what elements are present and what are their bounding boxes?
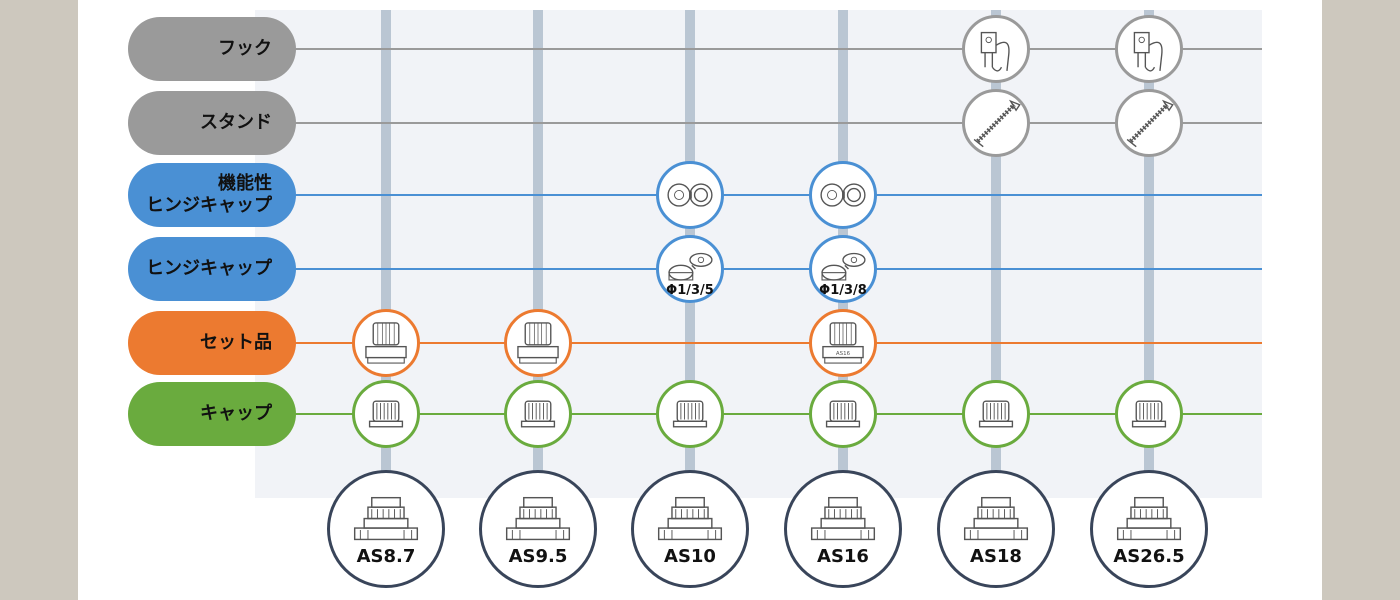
size-node-as16: AS16 [784,470,902,588]
cap-icon-as18 [962,380,1030,448]
row-line-hinge [255,268,1262,270]
functional-hinge-cap-icon-as16 [809,161,877,229]
row-label-text: ヒンジキャップ [146,258,272,279]
row-label-text: セット品 [200,332,272,353]
column-bar-as26_5 [1144,10,1154,490]
row-label-text: フック [218,38,272,59]
row-line-set [255,342,1262,344]
size-label: AS8.7 [356,546,416,567]
row-label-cap: キャップ [128,382,296,446]
functional-hinge-cap-icon-as10 [656,161,724,229]
row-label-func_hinge: 機能性 ヒンジキャップ [128,163,296,227]
row-line-func_hinge [255,194,1262,196]
right-side-panel [1322,0,1400,600]
size-node-as18: AS18 [937,470,1055,588]
cap-icon-as16 [809,380,877,448]
row-line-hook [255,48,1262,50]
row-label-hinge: ヒンジキャップ [128,237,296,301]
row-line-stand [255,122,1262,124]
row-label-hook: フック [128,17,296,81]
hook-icon-as18 [962,15,1030,83]
cap-icon-as10 [656,380,724,448]
size-node-as26_5: AS26.5 [1090,470,1208,588]
cap-icon-as8_7 [352,380,420,448]
row-label-set: セット品 [128,311,296,375]
hinge-size-caption: Φ1/3/8 [819,283,867,298]
hinge-cap-icon-as10: Φ1/3/5 [656,235,724,303]
row-label-text: 機能性 ヒンジキャップ [146,173,272,216]
cap-set-icon-as16: AS16 [809,309,877,377]
left-side-panel [0,0,78,600]
cap-set-icon-as8_7 [352,309,420,377]
size-label: AS16 [817,546,869,567]
hinge-cap-icon-as16: Φ1/3/8 [809,235,877,303]
stand-icon-as18 [962,89,1030,157]
svg-text:AS16: AS16 [836,351,851,357]
size-node-as8_7: AS8.7 [327,470,445,588]
hook-icon-as26_5 [1115,15,1183,83]
row-label-text: キャップ [200,403,272,424]
row-label-stand: スタンド [128,91,296,155]
cap-icon-as9_5 [504,380,572,448]
cap-icon-as26_5 [1115,380,1183,448]
column-bar-as9_5 [533,10,543,490]
row-line-cap [255,413,1262,415]
size-node-as9_5: AS9.5 [479,470,597,588]
cap-set-icon-as9_5 [504,309,572,377]
size-node-as10: AS10 [631,470,749,588]
column-bar-as8_7 [381,10,391,490]
size-label: AS9.5 [508,546,568,567]
size-label: AS18 [970,546,1022,567]
diagram-grid-background [255,10,1262,498]
hinge-size-caption: Φ1/3/5 [666,283,714,298]
column-bar-as18 [991,10,1001,490]
row-label-text: スタンド [200,112,272,133]
stand-icon-as26_5 [1115,89,1183,157]
size-label: AS26.5 [1113,546,1185,567]
size-label: AS10 [664,546,716,567]
